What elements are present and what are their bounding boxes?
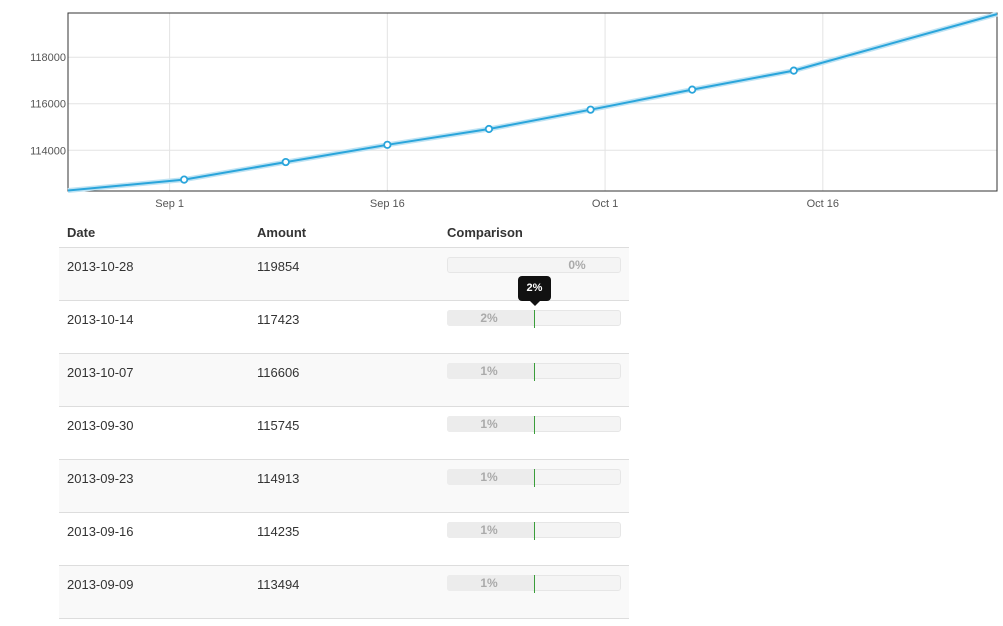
- comparison-tooltip: 2%: [518, 276, 551, 306]
- table-row: 2013-09-30 115745 1%: [59, 406, 629, 460]
- amount-value: 114913: [257, 471, 300, 486]
- comparison-bar-fill: [447, 310, 534, 326]
- x-tick-label: Sep 16: [370, 198, 405, 210]
- date-value: 2013-10-07: [67, 365, 134, 380]
- data-point: [484, 124, 494, 134]
- date-value: 2013-09-16: [67, 524, 134, 539]
- cell-date: 2013-10-28: [59, 247, 249, 301]
- line-chart: Sep 1 Sep 16 Oct 1 Oct 16 114000 116000 118000: [30, 11, 998, 210]
- comparison-marker: [534, 363, 535, 381]
- plot-border: [67, 12, 998, 192]
- comparison-bar[interactable]: 0%: [447, 257, 621, 275]
- data-point: [281, 157, 290, 167]
- comparison-marker: [534, 469, 535, 487]
- table-row: 2013-09-16 114235 1%: [59, 512, 629, 566]
- date-value: 2013-09-30: [67, 418, 134, 433]
- cell-comparison: 2%: [439, 300, 629, 354]
- cell-amount: 116606: [249, 353, 439, 407]
- x-tick-label: Oct 16: [807, 198, 839, 210]
- date-value: 2013-09-09: [67, 577, 134, 592]
- amount-value: 114235: [257, 524, 300, 539]
- cell-comparison: 1%: [439, 512, 629, 566]
- header-date: Date: [59, 218, 249, 248]
- comparison-bar[interactable]: 1%: [447, 469, 621, 487]
- date-value: 2013-09-23: [67, 471, 134, 486]
- cell-comparison: 1%: [439, 353, 629, 407]
- comparison-marker: [534, 522, 535, 540]
- comparison-marker: [534, 310, 535, 328]
- date-value: 2013-10-28: [67, 259, 134, 274]
- comparison-bar-fill: [447, 416, 534, 432]
- comparison-bar[interactable]: 2%: [447, 310, 621, 328]
- amount-value: 115745: [257, 418, 300, 433]
- amount-value: 119854: [257, 259, 300, 274]
- comparison-percent: 2%: [480, 311, 498, 325]
- data-point: [586, 105, 595, 114]
- table-row: 2013-10-14 117423 2%: [59, 300, 629, 354]
- data-point: [688, 85, 697, 94]
- table-row: 2013-09-09 113494 1%: [59, 565, 629, 619]
- data-point: [180, 175, 189, 184]
- amount-value: 117423: [257, 312, 300, 327]
- cell-comparison: 1%: [439, 406, 629, 460]
- cell-comparison: 1%: [439, 565, 629, 619]
- cell-date: 2013-09-30: [59, 406, 249, 460]
- amount-value: 113494: [257, 577, 300, 592]
- comparison-bar-fill: [447, 363, 534, 379]
- comparison-percent: 1%: [480, 417, 498, 431]
- date-value: 2013-10-14: [67, 312, 134, 327]
- cell-date: 2013-10-07: [59, 353, 249, 407]
- x-tick-label: Oct 1: [592, 198, 618, 210]
- cell-comparison: 1%: [439, 459, 629, 513]
- comparison-percent: 1%: [480, 523, 498, 537]
- comparison-percent: 1%: [480, 576, 498, 590]
- cell-amount: 114235: [249, 512, 439, 566]
- y-tick-label: 118000: [30, 52, 66, 64]
- comparison-bar[interactable]: 1%: [447, 363, 621, 381]
- plot-area: [67, 12, 998, 192]
- cell-date: 2013-09-16: [59, 512, 249, 566]
- comparison-bar-fill: [447, 522, 534, 538]
- comparison-marker: [534, 416, 535, 434]
- table-row: 2013-10-28 119854 0%: [59, 247, 629, 301]
- cell-amount: 119854: [249, 247, 439, 301]
- comparison-marker: [534, 575, 535, 593]
- cell-amount: 114913: [249, 459, 439, 513]
- x-tick-label: Sep 1: [155, 198, 184, 210]
- comparison-bar-fill: [447, 575, 534, 591]
- comparison-percent: 1%: [480, 364, 498, 378]
- y-tick-label: 116000: [30, 99, 66, 111]
- cell-date: 2013-09-23: [59, 459, 249, 513]
- comparison-bar[interactable]: 1%: [447, 522, 621, 540]
- header-comparison: Comparison: [439, 218, 629, 248]
- y-tick-label: 114000: [30, 145, 66, 157]
- header-amount: Amount: [249, 218, 439, 248]
- cell-amount: 117423: [249, 300, 439, 354]
- cell-amount: 113494: [249, 565, 439, 619]
- data-point: [383, 140, 392, 149]
- amount-value: 116606: [257, 365, 300, 380]
- cell-amount: 115745: [249, 406, 439, 460]
- table-header-row: Date Amount Comparison: [59, 218, 629, 248]
- comparison-bar[interactable]: 1%: [447, 575, 621, 593]
- comparison-bar[interactable]: 1%: [447, 416, 621, 434]
- data-table: Date Amount Comparison 2013-10-28 119854 0…: [59, 218, 629, 619]
- table-row: 2013-09-23 114913 1%: [59, 459, 629, 513]
- data-point: [789, 66, 798, 75]
- comparison-bar-track: [447, 257, 621, 273]
- cell-date: 2013-09-09: [59, 565, 249, 619]
- comparison-percent: 1%: [480, 470, 498, 484]
- comparison-bar-fill: [447, 469, 534, 485]
- table-row: 2013-10-07 116606 1%: [59, 353, 629, 407]
- cell-date: 2013-10-14: [59, 300, 249, 354]
- comparison-percent: 0%: [568, 258, 586, 272]
